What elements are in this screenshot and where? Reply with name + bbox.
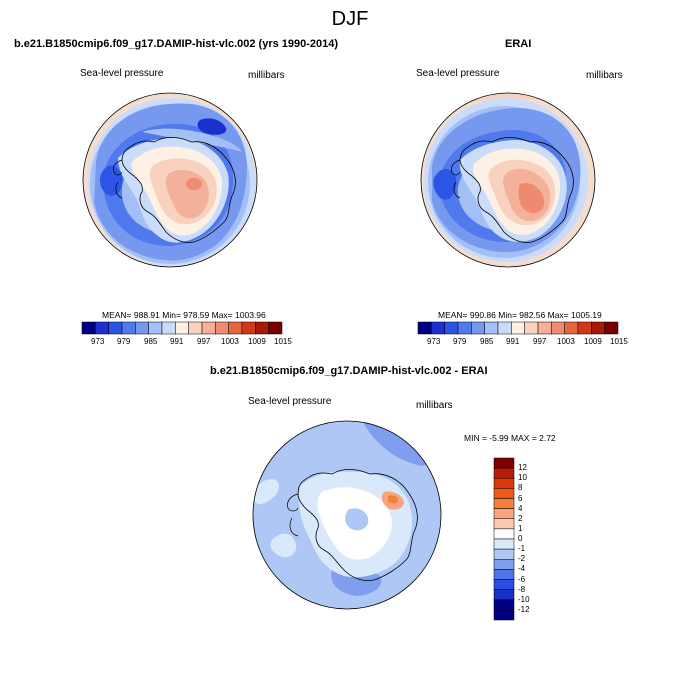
panel1-colorbar-swatch <box>108 321 123 335</box>
panel2-polar-map <box>420 92 596 268</box>
panel1-tick: 1015 <box>274 337 292 346</box>
panel3-colorbar-swatch <box>493 488 515 499</box>
panel3-colorbar-swatch <box>493 559 515 570</box>
panel2-variable-label: Sea-level pressure <box>416 68 500 79</box>
panel3-colorbar-swatch <box>493 467 515 479</box>
panel1-colorbar-swatch <box>121 321 136 335</box>
panel3-colorbar <box>493 457 515 621</box>
panel2-colorbar-swatch <box>537 321 552 335</box>
panel1-colorbar-swatch <box>201 321 216 335</box>
panel3-colorbar-swatch <box>493 579 515 590</box>
panel3-colorbar-swatch <box>493 589 515 600</box>
panel3-tick: 4 <box>518 503 523 513</box>
panel2-colorbar-swatch <box>551 321 565 335</box>
panel1-colorbar-swatch <box>241 321 256 335</box>
panel2-colorbar-swatch <box>484 321 499 335</box>
panel1-tick: 979 <box>117 337 131 346</box>
panel2-tick: 973 <box>427 337 441 346</box>
panel2-colorbar-swatch <box>511 321 525 335</box>
panel3-tick: 1 <box>518 523 523 533</box>
panel3-tick: -12 <box>518 604 530 614</box>
panel1-units-label: millibars <box>248 70 285 81</box>
panel3-colorbar-swatch <box>493 518 515 530</box>
panel2-colorbar <box>417 321 619 335</box>
panel3-colorbar-swatch <box>493 508 515 519</box>
panel2-tick: 979 <box>453 337 467 346</box>
panel1-tick: 985 <box>144 337 158 346</box>
panel3-tick: 0 <box>518 534 523 543</box>
panel2-colorbar-swatch <box>524 321 539 335</box>
panel1-colorbar <box>81 321 283 335</box>
panel3-tick: -1 <box>518 544 526 554</box>
panel1-colorbar-swatch <box>161 321 176 335</box>
panel1-tick: 991 <box>170 337 184 346</box>
panel1-colorbar-swatch <box>175 321 189 335</box>
panel3-variable-label: Sea-level pressure <box>248 396 332 407</box>
panel2-tick: 985 <box>480 337 494 346</box>
panel1-tick: 973 <box>91 337 105 346</box>
panel1-tick: 1003 <box>221 337 239 346</box>
panel3-units-label: millibars <box>416 400 453 411</box>
panel3-tick: -10 <box>518 594 530 604</box>
panel1-colorbar-swatch <box>95 321 109 335</box>
panel2-colorbar-swatch <box>444 321 459 335</box>
panel2-units-label: millibars <box>586 70 623 81</box>
panel1-stats: MEAN= 988.91 Min= 978.59 Max= 1003.96 <box>102 310 266 320</box>
panel3-stats: MIN = -5.99 MAX = 2.72 <box>464 433 556 443</box>
panel1-colorbar-swatch <box>148 321 163 335</box>
panel2-tick: 1003 <box>557 337 575 346</box>
panel2-colorbar-swatch <box>457 321 472 335</box>
panel3-tick: 10 <box>518 473 527 483</box>
panel1-colorbar-swatch <box>135 321 149 335</box>
panel2-colorbar-swatch <box>431 321 445 335</box>
panel1-polar-map <box>82 92 258 268</box>
panel3-colorbar-swatch <box>493 457 515 469</box>
panel1-variable-label: Sea-level pressure <box>80 68 164 79</box>
panel3-tick: -8 <box>518 584 526 594</box>
panel2-colorbar-swatch <box>577 321 592 335</box>
panel2-colorbar-swatch <box>471 321 485 335</box>
panel3-tick: -2 <box>518 554 526 564</box>
panel3-colorbar-swatch <box>493 599 515 611</box>
panel2-colorbar-swatch <box>564 321 579 335</box>
panel2-colorbar-swatch <box>417 321 432 335</box>
panel1-colorbar-swatch <box>268 321 283 335</box>
panel2-tick: 1015 <box>610 337 628 346</box>
panel1-title: b.e21.B1850cmip6.f09_g17.DAMIP-hist-vlc.… <box>14 38 339 50</box>
panel1-colorbar-swatch <box>215 321 229 335</box>
panel3-colorbar-swatch <box>493 548 515 560</box>
panel3-colorbar-swatch <box>493 609 515 621</box>
panel3-polar-map <box>252 420 442 610</box>
panel3-title: b.e21.B1850cmip6.f09_g17.DAMIP-hist-vlc.… <box>210 365 488 377</box>
panel3-colorbar-swatch <box>493 498 515 509</box>
panel3-colorbar-swatch <box>493 528 515 540</box>
panel3-colorbar-swatch <box>493 478 515 489</box>
panel2-tick: 991 <box>506 337 520 346</box>
panel3-colorbar-swatch <box>493 569 515 580</box>
panel3-tick: -4 <box>518 564 526 574</box>
panel2-stats: MEAN= 990.86 Min= 982.56 Max= 1005.19 <box>438 310 602 320</box>
panel2-title: ERAI <box>505 38 532 50</box>
panel2-colorbar-swatch <box>497 321 512 335</box>
panel1-colorbar-swatch <box>81 321 96 335</box>
panel2-colorbar-swatch <box>591 321 605 335</box>
panel1-tick: 997 <box>197 337 211 346</box>
panel3-colorbar-swatch <box>493 538 515 550</box>
panel3-tick: 12 <box>518 463 527 473</box>
panel3-tick: -6 <box>518 574 526 584</box>
panel1-colorbar-swatch <box>228 321 243 335</box>
panel1-colorbar-swatch <box>188 321 203 335</box>
panel2-colorbar-swatch <box>604 321 619 335</box>
panel1-tick: 1009 <box>248 337 266 346</box>
main-title: DJF <box>331 8 369 30</box>
panel3-tick: 8 <box>518 483 523 493</box>
panel1-colorbar-swatch <box>255 321 269 335</box>
panel3-tick: 6 <box>518 493 523 503</box>
panel2-tick: 997 <box>533 337 547 346</box>
panel2-tick: 1009 <box>584 337 602 346</box>
panel3-tick: 2 <box>518 513 523 523</box>
